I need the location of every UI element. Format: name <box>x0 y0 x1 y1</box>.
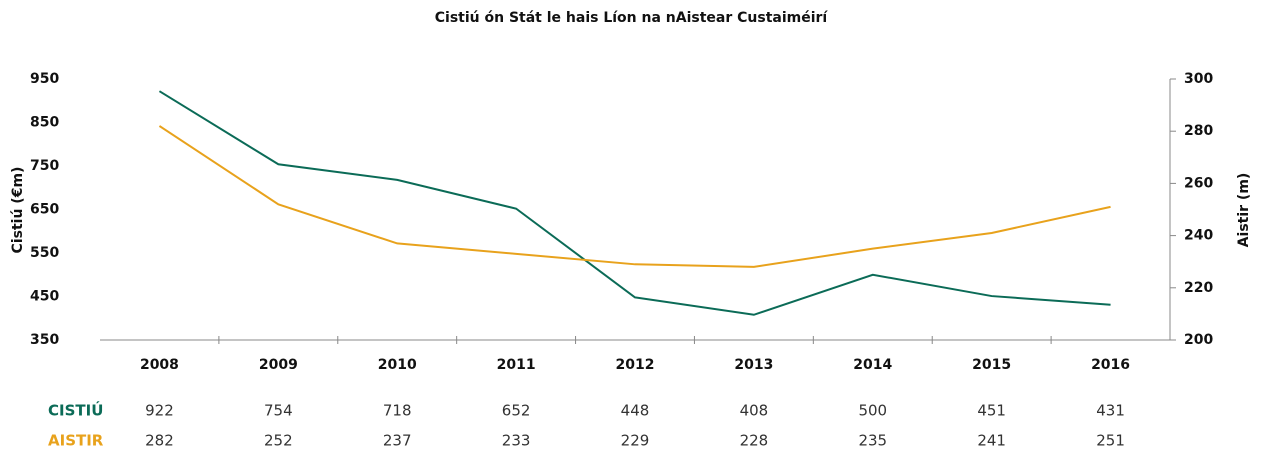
x-tick-label: 2013 <box>734 357 773 373</box>
table-value: 431 <box>1096 402 1125 420</box>
table-value: 229 <box>621 432 650 450</box>
y-tick-label: 350 <box>30 332 59 348</box>
table-value: 251 <box>1096 432 1125 450</box>
chart-title: Cistiú ón Stát le hais Líon na nAistear … <box>435 10 829 26</box>
y-tick-label: 550 <box>30 245 59 261</box>
y2-tick-label: 240 <box>1184 228 1213 244</box>
table-value: 252 <box>264 432 293 450</box>
table-row-label: CISTIÚ <box>48 401 103 420</box>
table-value: 408 <box>740 402 769 420</box>
y2-tick-label: 260 <box>1184 175 1213 191</box>
x-tick-label: 2016 <box>1091 357 1130 373</box>
table-value: 241 <box>977 432 1006 450</box>
table-value: 233 <box>502 432 531 450</box>
table-value: 652 <box>502 402 531 420</box>
x-tick-label: 2015 <box>972 357 1011 373</box>
x-tick-label: 2009 <box>259 357 298 373</box>
table-value: 754 <box>264 402 293 420</box>
line <box>158 90 1111 316</box>
y2-tick-label: 280 <box>1184 123 1213 139</box>
y-axis-label: Cistiú (€m) <box>10 167 26 254</box>
x-tick-label: 2011 <box>497 357 536 373</box>
y2-tick-label: 220 <box>1184 280 1213 296</box>
y-tick-label: 950 <box>30 71 59 87</box>
y-tick-label: 450 <box>30 289 59 305</box>
table-value: 451 <box>977 402 1006 420</box>
line <box>158 125 1111 268</box>
y2-tick-label: 300 <box>1184 71 1213 87</box>
y-tick-label: 750 <box>30 158 59 174</box>
x-tick-label: 2008 <box>140 357 179 373</box>
table-value: 235 <box>858 432 887 450</box>
x-tick-label: 2012 <box>616 357 655 373</box>
x-tick-label: 2010 <box>378 357 417 373</box>
table-value: 282 <box>145 432 174 450</box>
y-tick-label: 850 <box>30 115 59 131</box>
x-tick-label: 2014 <box>853 357 892 373</box>
table-value: 448 <box>621 402 650 420</box>
y2-tick-label: 200 <box>1184 332 1213 348</box>
table-row-label: AISTIR <box>48 432 104 450</box>
table-value: 500 <box>858 402 887 420</box>
table-value: 228 <box>740 432 769 450</box>
table-value: 718 <box>383 402 412 420</box>
table-value: 922 <box>145 402 174 420</box>
table-value: 237 <box>383 432 412 450</box>
y-tick-label: 650 <box>30 202 59 218</box>
y2-axis-label: Aistir (m) <box>1236 173 1252 248</box>
